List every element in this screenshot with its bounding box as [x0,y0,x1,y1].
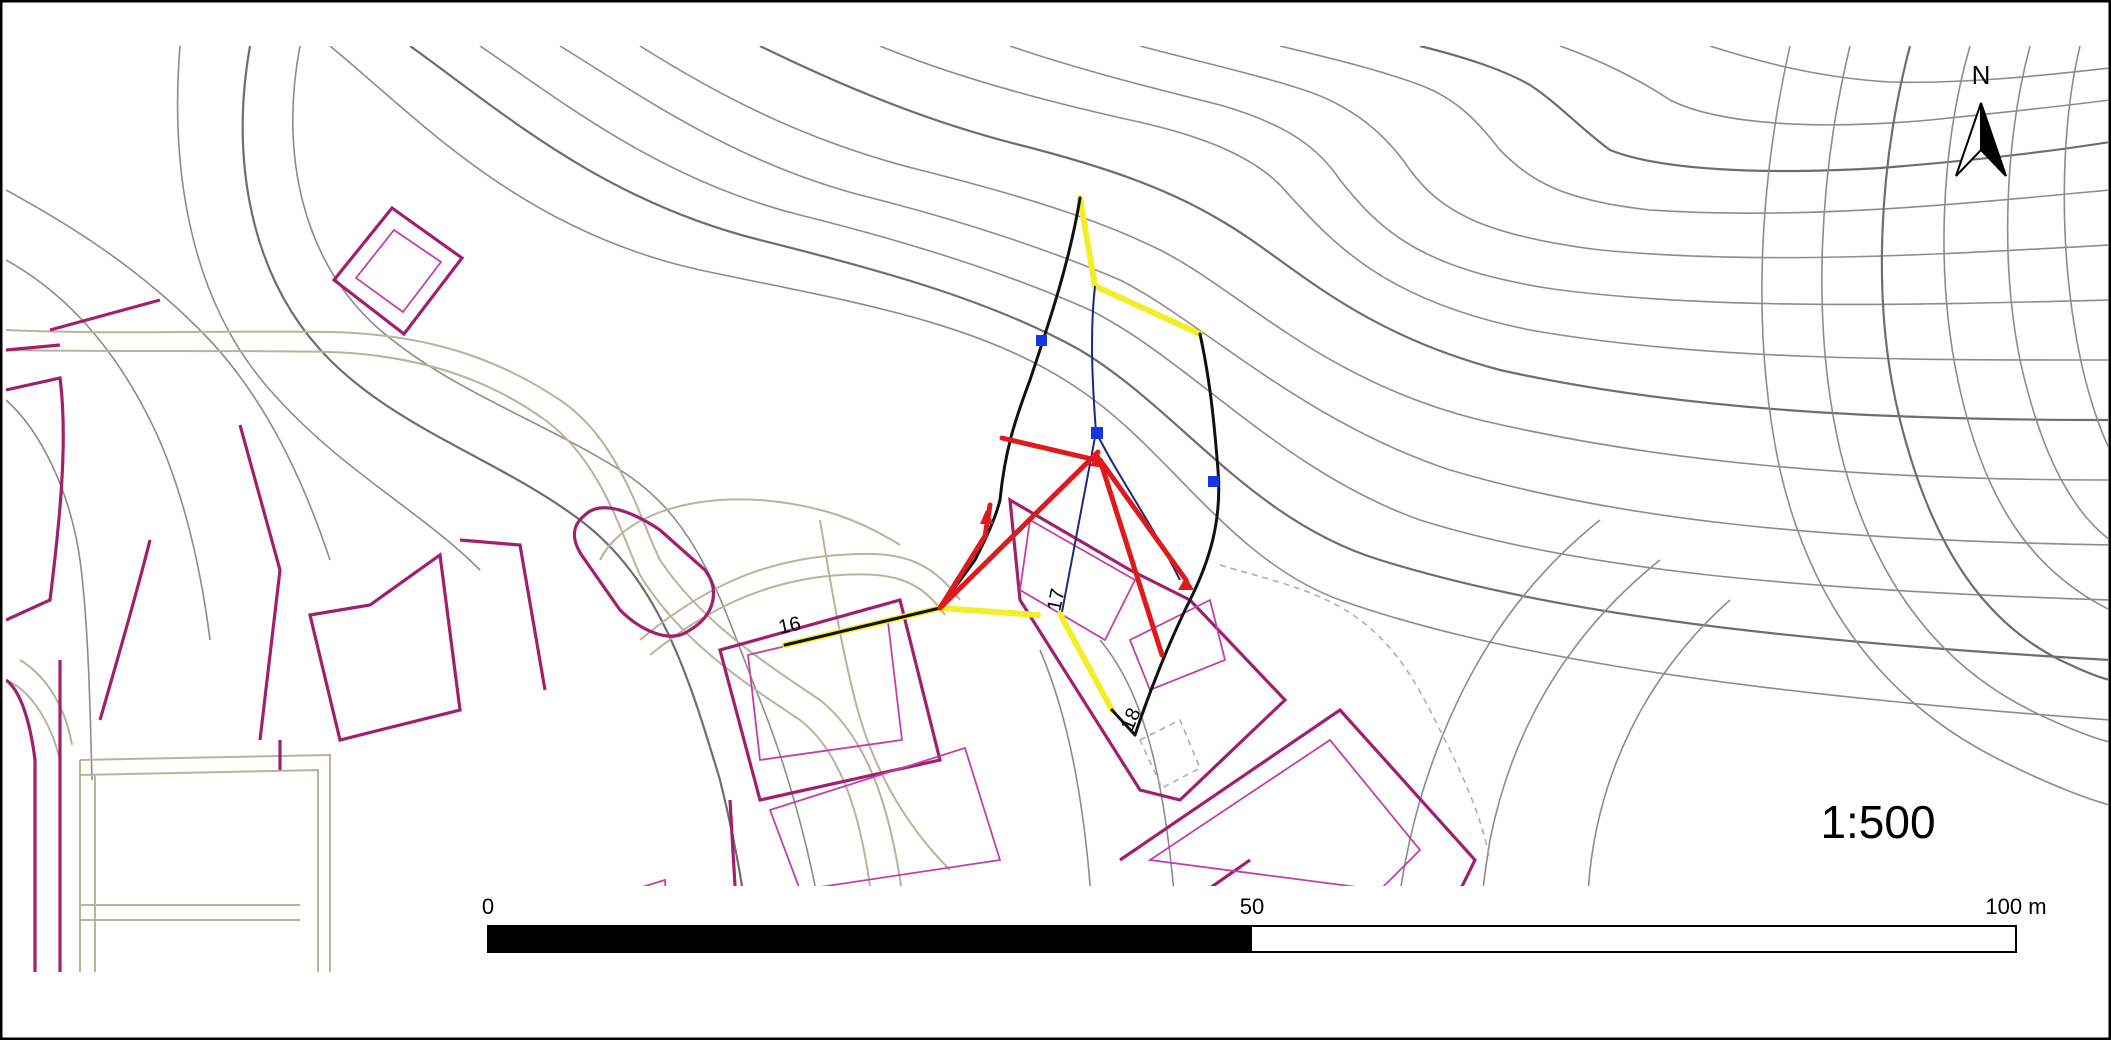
contour-line [6,189,331,561]
map-area: 16 17 18 [6,46,2108,972]
scale-ratio: 1:500 [1820,796,1935,848]
blue-station-icon [1036,335,1047,346]
contour-line [409,46,2108,661]
contour-line [559,46,2108,546]
measured-line [999,435,1099,463]
baseline-segment [783,606,942,647]
scale-tick-label-100m: 100 m [1985,894,2046,919]
scale-tick-label-0: 0 [482,894,494,919]
contour-line [1009,46,2108,306]
building-outline [6,376,65,622]
contour-line [1943,46,2108,610]
baseline-segments [783,196,1221,737]
line-label-16: 16 [776,613,802,639]
baseline-segment [938,196,1082,610]
red-arrowhead-icon [1090,452,1106,468]
scale-bar-filled-segment [488,926,1252,952]
building-outline [6,678,37,972]
contour-line [2006,46,2108,540]
contour-line [479,46,2108,601]
road-edge [6,329,911,972]
contour-line [241,46,754,972]
scale-tick-label-50: 50 [1240,894,1264,919]
blue-station-icon [1208,476,1219,487]
red-arrowhead-icon [1178,576,1194,590]
contour-line [1559,46,2108,126]
road-edge [6,679,61,761]
building-outline [1008,497,1288,802]
dashed-line [1219,564,1491,861]
building-outline [98,539,152,721]
red-arrowhead-icon [980,510,994,524]
building-outline [49,298,161,332]
measured-line [1097,457,1189,583]
building-outline [6,343,61,352]
measured-line [1097,457,1165,658]
road-edge [819,519,951,871]
dashed-outline [1139,718,1201,790]
road-edge [599,498,901,561]
road-edge [19,659,73,746]
stations [1036,335,1219,487]
red-arrowheads [980,452,1194,590]
road-edge [649,573,946,656]
building-outline [572,506,715,638]
building-outline [308,552,462,742]
measured-lines [937,435,1189,658]
north-label: N [1972,60,1991,90]
measured-line [937,449,1101,611]
north-arrow: N [1955,60,2007,177]
contour-line [1709,46,2108,84]
contour-line [6,399,93,781]
road-edge [79,768,319,972]
contour-line [759,46,2108,422]
contour-line [1139,46,2108,259]
inner-outline [354,228,443,314]
building-outline [238,424,282,741]
contour-line [1279,46,2108,215]
baseline-segment [1110,708,1137,737]
north-arrow-icon [1955,102,2007,177]
contour-line [639,46,2108,481]
contour-line [879,46,2108,361]
road-lines [6,329,961,972]
survey-line [1091,285,1097,433]
contour-line [176,46,481,571]
contour-line [1761,46,2108,806]
contour-line [2063,46,2108,448]
scale-bar: 0 50 100 m [440,886,2060,972]
contour-line [1821,46,2108,743]
road-edge [6,349,879,972]
highlight-segment [1057,611,1115,713]
blue-station-icon [1091,427,1103,439]
road-edge [79,753,331,972]
inner-outline [1019,518,1137,642]
building-outline [459,538,547,691]
contour-line [6,259,211,641]
line-label-17: 17 [1043,587,1069,613]
baseline-segment [1133,332,1221,737]
inner-outline [1147,738,1422,891]
building-outline [331,205,465,337]
building-outline [718,598,942,802]
contour-line [1880,46,2108,681]
inner-outline [768,746,1002,891]
